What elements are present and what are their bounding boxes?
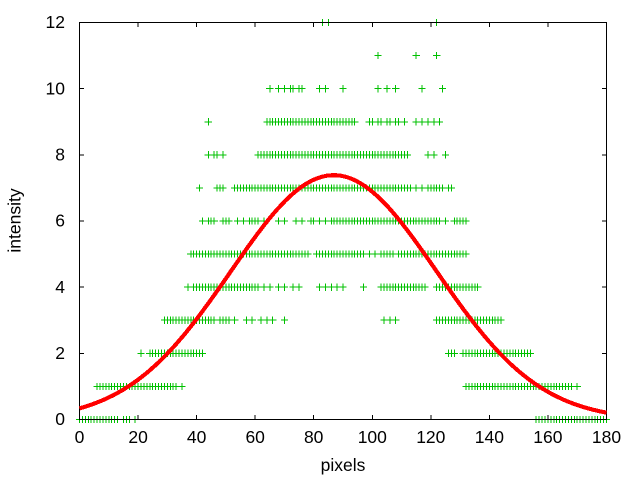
- svg-text:4: 4: [55, 277, 65, 297]
- svg-text:80: 80: [304, 427, 324, 447]
- svg-text:pixels: pixels: [321, 455, 366, 475]
- svg-text:intensity: intensity: [5, 188, 25, 252]
- svg-text:8: 8: [55, 144, 65, 164]
- svg-text:2: 2: [55, 343, 65, 363]
- svg-text:60: 60: [245, 427, 265, 447]
- svg-text:120: 120: [416, 427, 445, 447]
- svg-text:10: 10: [46, 78, 66, 98]
- svg-text:100: 100: [358, 427, 387, 447]
- svg-text:0: 0: [75, 427, 85, 447]
- svg-text:40: 40: [187, 427, 207, 447]
- svg-text:0: 0: [55, 409, 65, 429]
- svg-text:180: 180: [592, 427, 621, 447]
- svg-text:140: 140: [475, 427, 504, 447]
- svg-text:12: 12: [46, 12, 65, 32]
- svg-text:20: 20: [128, 427, 148, 447]
- svg-text:6: 6: [55, 211, 65, 231]
- svg-text:160: 160: [533, 427, 562, 447]
